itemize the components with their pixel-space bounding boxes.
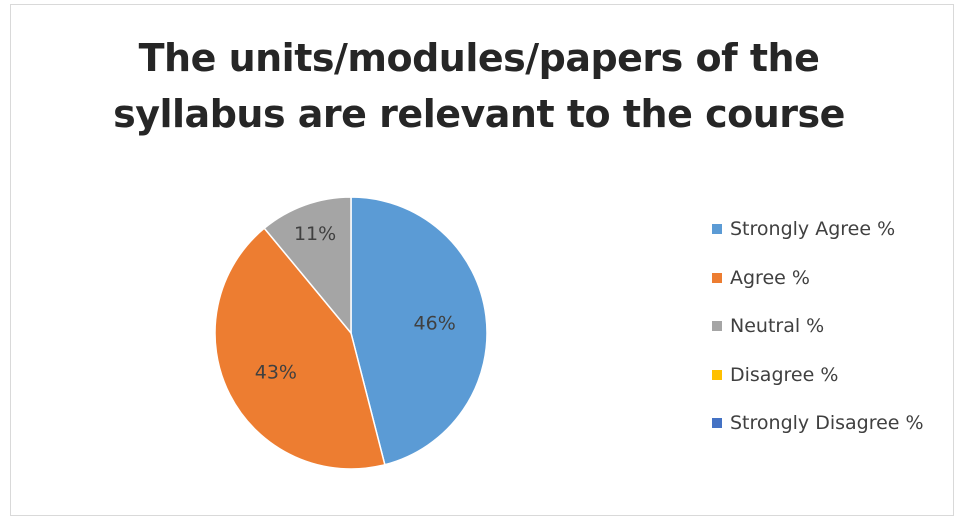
legend-item-2: Neutral % [712, 302, 924, 351]
legend-item-1: Agree % [712, 254, 924, 303]
legend-label-1: Agree % [730, 266, 810, 289]
legend-label-3: Disagree % [730, 363, 839, 386]
legend-label-2: Neutral % [730, 315, 825, 338]
legend-label-4: Strongly Disagree % [730, 412, 924, 435]
legend-swatch-1 [712, 272, 722, 283]
legend-swatch-4 [712, 418, 722, 429]
chart-title-line-1: The units/modules/papers of the [138, 36, 820, 80]
chart-area [10, 4, 954, 516]
pie-slice-2 [263, 196, 352, 336]
data-label-1: 43% [255, 361, 297, 383]
pie-slice-0 [350, 196, 488, 466]
legend-swatch-3 [712, 369, 722, 380]
legend-item-4: Strongly Disagree % [712, 399, 924, 448]
legend-swatch-2 [712, 321, 722, 332]
data-label-2: 11% [294, 223, 336, 245]
legend: Strongly Agree % Agree % Neutral % Disagree… [712, 205, 924, 448]
legend-item-0: Strongly Agree % [712, 205, 924, 254]
legend-label-0: Strongly Agree % [730, 218, 896, 241]
data-label-0: 46% [414, 312, 456, 334]
chart-title: The units/modules/papers of the syllabus… [0, 30, 958, 142]
chart-title-line-2: syllabus are relevant to the course [113, 92, 845, 136]
legend-swatch-0 [712, 224, 722, 235]
pie-slice-1 [214, 227, 386, 470]
legend-item-3: Disagree % [712, 351, 924, 400]
